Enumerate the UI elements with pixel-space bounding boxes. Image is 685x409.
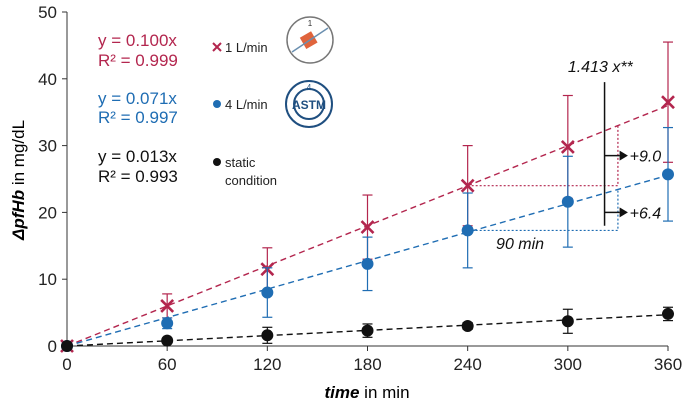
y-tick-label: 10: [38, 270, 57, 289]
x-tick-label: 60: [158, 355, 177, 374]
marker: [460, 178, 475, 193]
arrow-head: [619, 207, 628, 218]
marker: [560, 140, 575, 154]
legend-label: 4 L/min: [225, 97, 268, 112]
annotation: +9.0: [630, 149, 662, 166]
icon-4: ASTM 4: [285, 80, 333, 128]
marker: [161, 317, 174, 330]
annotation: 90 min: [496, 236, 544, 253]
arrow-head: [619, 150, 628, 161]
svg-text:ASTM: ASTM: [292, 98, 326, 112]
equation: y = 0.100x: [98, 31, 177, 50]
marker: [261, 329, 274, 342]
marker: [461, 224, 474, 237]
x-tick-label: 240: [453, 355, 481, 374]
marker: [160, 299, 175, 313]
y-tick-label: 0: [48, 337, 57, 356]
bracket: [467, 189, 619, 232]
x-tick-label: 360: [654, 355, 682, 374]
r-squared: R² = 0.997: [98, 108, 178, 127]
icon-1: 1: [286, 16, 334, 64]
annotation: +6.4: [630, 205, 662, 222]
x-tick-label: 0: [62, 355, 71, 374]
svg-text:1: 1: [308, 19, 313, 28]
marker: [662, 307, 674, 320]
marker: [661, 95, 675, 110]
legend-marker: [212, 42, 222, 52]
svg-text:4: 4: [307, 83, 312, 92]
marker: [361, 257, 374, 270]
marker: [261, 286, 274, 299]
x-tick-label: 300: [554, 355, 582, 374]
y-axis-label: ΔpfHb in mg/dL: [9, 120, 28, 241]
marker: [61, 340, 73, 352]
y-label-rest: in mg/dL: [9, 120, 28, 185]
y-tick-label: 50: [38, 3, 57, 22]
y-tick-label: 20: [38, 203, 57, 222]
x-tick-label: 180: [353, 355, 381, 374]
marker: [662, 168, 674, 181]
marker: [461, 319, 474, 332]
equation: y = 0.013x: [98, 147, 177, 166]
legend-label: 1 L/min: [225, 40, 268, 55]
equation: y = 0.071x: [98, 89, 177, 108]
x-label-rest: in min: [364, 383, 409, 402]
x-tick-label: 120: [253, 355, 281, 374]
y-label-emphasis: ΔpfHb: [9, 190, 28, 241]
legend-marker: [213, 100, 221, 108]
r-squared: R² = 0.999: [98, 51, 178, 70]
legend-marker: [213, 158, 221, 166]
marker: [161, 334, 174, 347]
y-tick-label: 30: [38, 137, 57, 156]
annotation: 1.413 x**: [568, 59, 634, 76]
marker: [561, 195, 574, 208]
marker: [361, 324, 374, 337]
r-squared: R² = 0.993: [98, 167, 178, 186]
marker: [360, 220, 375, 235]
legend-label: static condition: [225, 155, 277, 188]
marker: [561, 315, 574, 328]
x-axis-label: time in min: [324, 383, 409, 402]
y-tick-label: 40: [38, 70, 57, 89]
x-label-emphasis: time: [324, 383, 359, 402]
